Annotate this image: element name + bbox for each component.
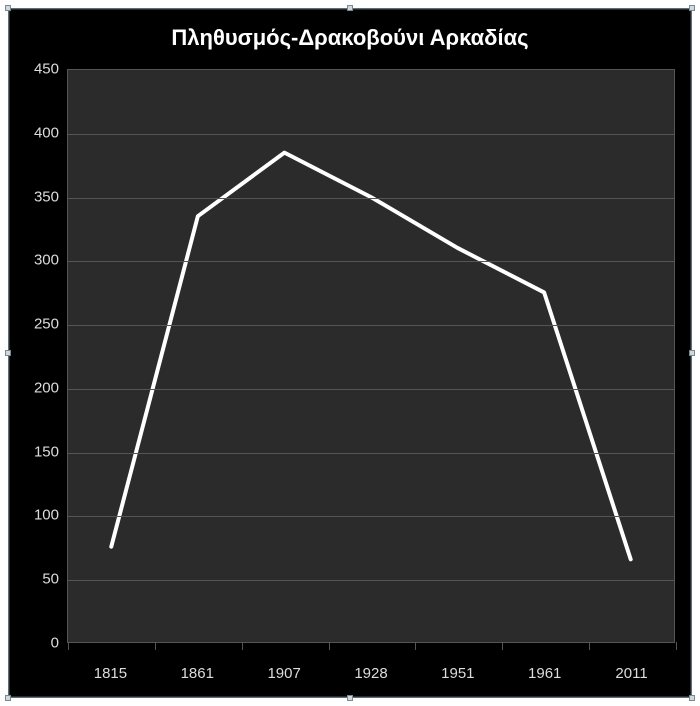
y-tick-label: 200 (19, 379, 59, 396)
x-tick-label: 1907 (267, 665, 300, 682)
x-category-separator (155, 642, 156, 650)
resize-handle-left[interactable] (5, 350, 11, 356)
x-tick-label: 2011 (615, 665, 647, 682)
x-tick-label: 1815 (94, 665, 127, 682)
chart-frame: Πληθυσμός-Δρακοβούνι Αρκαδίας 0 50 100 150 2… (8, 8, 692, 698)
x-tick-label: 1861 (181, 665, 214, 682)
gridline (68, 580, 674, 581)
resize-handle-right[interactable] (689, 350, 695, 356)
x-category-separator (68, 642, 69, 650)
x-category-separator (589, 642, 590, 650)
y-tick-label: 100 (19, 507, 59, 524)
gridline (68, 325, 674, 326)
resize-handle-top-right[interactable] (689, 5, 695, 11)
y-tick-label: 450 (19, 61, 59, 78)
resize-handle-bottom-right[interactable] (689, 695, 695, 701)
x-category-separator (502, 642, 503, 650)
x-tick-label: 1951 (441, 665, 474, 682)
chart-title: Πληθυσμός-Δρακοβούνι Αρκαδίας (9, 25, 691, 51)
resize-handle-bottom[interactable] (347, 695, 353, 701)
y-tick-label: 150 (19, 443, 59, 460)
y-tick-label: 50 (19, 571, 59, 588)
resize-handle-top[interactable] (347, 5, 353, 11)
line-series (68, 70, 674, 642)
y-tick-label: 0 (19, 635, 59, 652)
plot-area (67, 69, 675, 643)
x-category-separator (329, 642, 330, 650)
gridline (68, 516, 674, 517)
x-tick-label: 1961 (528, 665, 561, 682)
y-tick-label: 300 (19, 252, 59, 269)
series-line (111, 153, 630, 560)
gridline (68, 389, 674, 390)
x-category-separator (242, 642, 243, 650)
x-tick-label: 1928 (354, 665, 387, 682)
chart-container: Πληθυσμός-Δρακοβούνι Αρκαδίας 0 50 100 150 2… (0, 0, 700, 706)
gridline (68, 134, 674, 135)
gridline (68, 453, 674, 454)
y-tick-label: 250 (19, 316, 59, 333)
y-tick-label: 350 (19, 188, 59, 205)
resize-handle-bottom-left[interactable] (5, 695, 11, 701)
gridline (68, 261, 674, 262)
resize-handle-top-left[interactable] (5, 5, 11, 11)
gridline (68, 198, 674, 199)
x-category-separator (676, 642, 677, 650)
y-tick-label: 400 (19, 124, 59, 141)
x-category-separator (415, 642, 416, 650)
